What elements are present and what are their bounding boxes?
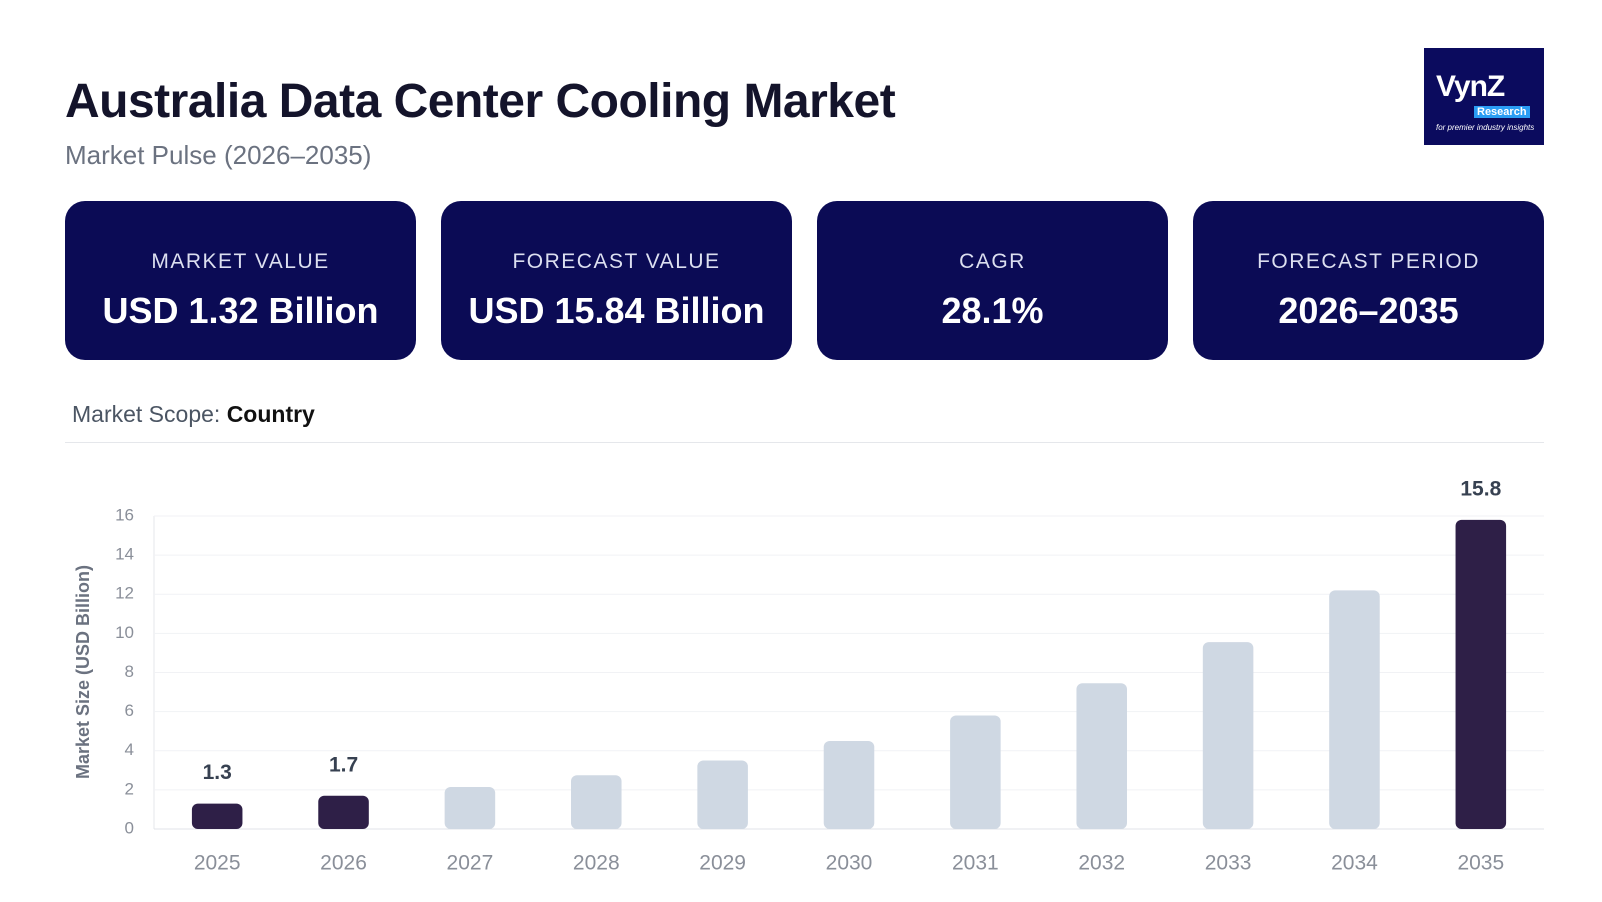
card: FORECAST PERIOD 2026–2035	[1193, 201, 1544, 360]
scope-value: Country	[226, 401, 315, 427]
data-label: 1.3	[203, 761, 232, 784]
bar	[444, 786, 496, 829]
card-label: MARKET VALUE	[151, 250, 330, 273]
card-value: 2026–2035	[1278, 290, 1459, 331]
y-tick-label: 16	[115, 505, 134, 524]
logo-tagline: for premier industry insights	[1436, 123, 1535, 132]
x-tick-label: 2032	[1078, 852, 1125, 875]
x-tick-label: 2034	[1331, 852, 1378, 875]
logo: VynZ Research for premier industry insig…	[1424, 48, 1544, 145]
y-tick-label: 6	[125, 701, 134, 720]
y-tick-label: 8	[125, 662, 134, 681]
divider	[65, 442, 1544, 443]
x-tick-label: 2031	[952, 852, 999, 875]
scope-label: Market Scope:	[72, 401, 221, 427]
card-value: USD 1.32 Billion	[102, 290, 379, 331]
x-tick-label: 2025	[194, 852, 241, 875]
x-tick-label: 2028	[573, 852, 620, 875]
card: MARKET VALUE USD 1.32 Billion	[65, 201, 416, 360]
data-label: 1.7	[329, 753, 358, 776]
bar	[191, 803, 243, 829]
bar	[1455, 519, 1507, 829]
card-value: 28.1%	[941, 290, 1044, 331]
bar	[823, 740, 875, 829]
bar	[1076, 683, 1127, 829]
x-tick-label: 2027	[447, 852, 494, 875]
logo-sub: Research	[1474, 106, 1530, 118]
card-value: USD 15.84 Billion	[468, 290, 765, 331]
x-tick-label: 2035	[1457, 852, 1504, 875]
cards: MARKET VALUE USD 1.32 Billion FORECAST VA…	[65, 201, 1544, 360]
card: CAGR 28.1%	[817, 201, 1168, 360]
x-tick-label: 2029	[699, 852, 746, 875]
logo-name: VynZ	[1436, 70, 1505, 103]
y-tick-label: 14	[115, 545, 134, 564]
y-tick-label: 10	[115, 623, 134, 642]
x-tick-label: 2026	[320, 852, 367, 875]
y-tick-label: 2	[125, 779, 134, 798]
x-tick-label: 2033	[1205, 852, 1252, 875]
y-axis-label: Market Size (USD Billion)	[73, 565, 93, 779]
card-label: FORECAST VALUE	[512, 250, 721, 273]
bar	[697, 760, 748, 829]
bar	[1329, 590, 1380, 829]
scope: Market Scope: Country	[72, 401, 315, 428]
bar	[571, 775, 622, 829]
x-tick-label: 2030	[826, 852, 873, 875]
card-label: FORECAST PERIOD	[1257, 250, 1480, 273]
card: FORECAST VALUE USD 15.84 Billion	[441, 201, 792, 360]
y-tick-label: 12	[115, 584, 134, 603]
card-label: CAGR	[959, 250, 1026, 273]
data-label: 15.8	[1460, 477, 1501, 500]
title: Australia Data Center Cooling Market	[65, 75, 896, 128]
y-tick-label: 4	[125, 740, 134, 759]
bar	[1202, 642, 1254, 829]
bar	[950, 715, 1001, 829]
y-tick-label: 0	[125, 818, 134, 837]
bar	[318, 795, 369, 829]
subtitle: Market Pulse (2026–2035)	[65, 140, 372, 170]
